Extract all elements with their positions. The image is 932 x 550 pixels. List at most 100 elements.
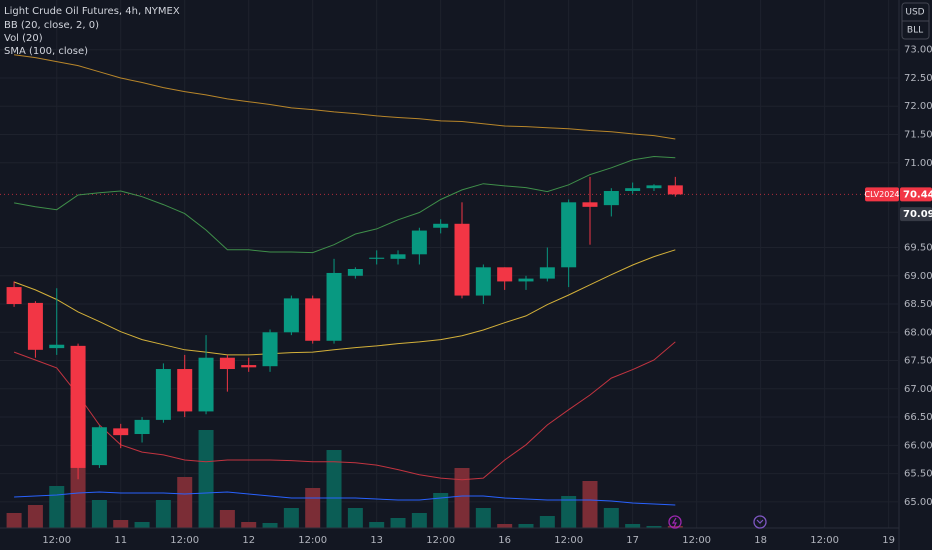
- y-tick-label: 68.50: [904, 299, 932, 310]
- volume-bar: [198, 430, 214, 528]
- indicator-label: SMA (100, close): [4, 46, 88, 57]
- candles: [6, 176, 683, 480]
- candle-body: [134, 419, 150, 435]
- candle-body: [561, 202, 577, 268]
- indicator-line: [14, 54, 676, 140]
- y-tick-label: 73.00: [904, 45, 932, 56]
- candle-body: [27, 302, 43, 350]
- currency[interactable]: USD: [905, 8, 924, 18]
- price-label: 70.09: [903, 209, 932, 220]
- candle-body: [454, 223, 470, 296]
- candle-body: [219, 357, 235, 370]
- event-icon-bolt[interactable]: [671, 517, 677, 528]
- y-tick-label: 71.50: [904, 129, 932, 140]
- event-icon[interactable]: [753, 515, 767, 529]
- candle-body: [262, 332, 278, 367]
- y-tick-label: 68.00: [904, 327, 932, 338]
- volume-bar: [497, 524, 513, 528]
- candle-body: [113, 428, 129, 436]
- volume-bar: [539, 516, 555, 528]
- x-tick-label: 12:00: [810, 535, 839, 546]
- candle-body: [369, 257, 385, 259]
- y-tick-label: 67.00: [904, 384, 932, 395]
- volume-bar: [305, 488, 321, 528]
- volume-bar: [177, 477, 193, 528]
- candle-body: [667, 185, 683, 195]
- candle-body: [347, 268, 363, 276]
- volume-bar: [625, 524, 641, 528]
- x-tick-label: 19: [882, 535, 895, 546]
- candle-body: [497, 267, 513, 282]
- indicator-line: [13, 249, 676, 356]
- candle-body: [411, 230, 427, 255]
- x-tick-label: 12:00: [554, 535, 583, 546]
- volume-bar: [454, 468, 470, 528]
- candle-body: [241, 365, 257, 368]
- candle-body: [70, 345, 86, 468]
- indicator-line: [13, 341, 676, 481]
- y-tick-label: 72.50: [904, 73, 932, 84]
- y-tick-label: 66.50: [904, 412, 932, 423]
- candle-body: [91, 427, 107, 466]
- candle-body: [518, 278, 534, 282]
- price-label-box: [900, 187, 932, 202]
- grid: [0, 0, 898, 528]
- price-label-box: [900, 207, 932, 222]
- candle-body: [433, 223, 449, 228]
- symbol-tag-box: [865, 187, 899, 202]
- y-tick-label: 72.00: [904, 101, 932, 112]
- candle-body: [305, 298, 321, 341]
- y-tick-label: 69.50: [904, 243, 932, 254]
- y-tick-label: 69.00: [904, 271, 932, 282]
- candle-body: [603, 191, 619, 206]
- event-icon-circle[interactable]: [668, 515, 682, 529]
- volume-bar: [603, 508, 619, 528]
- candle-body: [198, 357, 214, 412]
- volume-bar: [262, 523, 278, 528]
- y-tick-label: 65.50: [904, 469, 932, 480]
- event-icon-arrow[interactable]: [756, 519, 764, 524]
- indicator-line: [14, 155, 676, 254]
- volume-bar: [475, 508, 491, 528]
- y-tick-label: 65.00: [904, 497, 932, 508]
- candle-body: [625, 188, 641, 192]
- x-tick-label: 12:00: [298, 535, 327, 546]
- volume-bar: [241, 522, 257, 528]
- price-label: 70.44: [903, 189, 932, 200]
- volume-bar: [390, 518, 406, 528]
- volume-bar: [411, 513, 427, 528]
- candle-body: [539, 267, 555, 279]
- candle-body: [283, 298, 299, 333]
- candle-body: [646, 185, 662, 189]
- x-tick-label: 17: [626, 535, 639, 546]
- candle-body: [49, 344, 65, 349]
- unit[interactable]: BLL: [907, 26, 923, 36]
- indicator-label: BB (20, close, 2, 0): [4, 20, 99, 31]
- volume-bar: [646, 526, 662, 528]
- x-tick-label: 12:00: [682, 535, 711, 546]
- event-icon-circle[interactable]: [753, 515, 767, 529]
- symbol-tag: CLV2024: [865, 190, 900, 199]
- indicator-label: Vol (20): [4, 33, 43, 44]
- volume-bar: [369, 522, 385, 528]
- volume-bar: [134, 522, 150, 528]
- volume-bar: [582, 481, 598, 528]
- chart-title: Light Crude Oil Futures, 4h, NYMEX: [4, 6, 180, 17]
- candle-body: [326, 272, 342, 341]
- volume-bar: [27, 505, 43, 528]
- x-tick-label: 12: [242, 535, 255, 546]
- volume-bar: [113, 520, 129, 528]
- x-tick-label: 12:00: [170, 535, 199, 546]
- indicator-line: [14, 491, 676, 506]
- axes: 73.00 72.50 72.00 71.50 71.00 69.50 69.00 68.50…: [42, 45, 932, 546]
- event-icon[interactable]: [668, 515, 682, 529]
- x-tick-label: 16: [498, 535, 511, 546]
- candle-body: [177, 369, 193, 412]
- volume-bar: [433, 493, 449, 528]
- x-tick-label: 11: [114, 535, 127, 546]
- volume-bar: [326, 450, 342, 528]
- candle-body: [6, 287, 22, 305]
- volume-bar: [667, 526, 683, 528]
